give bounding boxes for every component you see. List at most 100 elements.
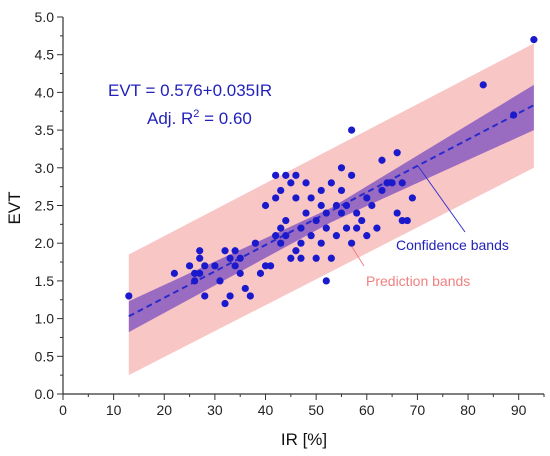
prediction-label-pointer: [351, 246, 365, 267]
data-point: [393, 149, 401, 157]
data-point: [282, 171, 290, 179]
data-point: [368, 201, 376, 210]
data-point: [216, 277, 224, 285]
data-point: [307, 232, 315, 240]
confidence-label-pointer: [417, 165, 466, 233]
data-point: [185, 262, 194, 270]
data-point: [287, 179, 295, 187]
data-point: [332, 201, 341, 210]
confidence-bands-label: Confidence bands: [396, 237, 509, 253]
data-point: [226, 292, 234, 300]
y-tick-label: 3.5: [35, 122, 55, 138]
data-point: [266, 262, 275, 270]
data-point: [510, 111, 518, 119]
x-tick-label: 0: [59, 402, 67, 418]
y-tick-label: 0.0: [35, 386, 55, 402]
y-tick-label: 0.5: [35, 348, 55, 364]
data-point: [201, 292, 209, 300]
data-point: [342, 201, 351, 210]
data-point: [272, 194, 280, 202]
data-point: [282, 232, 290, 240]
x-tick-label: 40: [258, 402, 274, 418]
x-tick-label: 60: [359, 402, 375, 418]
y-axis-title: EVT: [5, 191, 24, 224]
y-tick-label: 1.5: [35, 273, 55, 289]
r-squared-label: Adj. R2 = 0.60: [147, 108, 252, 128]
data-point: [327, 179, 335, 187]
data-point: [322, 224, 330, 232]
data-point: [317, 201, 325, 210]
data-point: [302, 179, 310, 187]
data-point: [322, 277, 330, 285]
data-point: [363, 232, 371, 240]
y-tick-label: 4.5: [35, 47, 55, 63]
data-point: [256, 269, 265, 277]
data-point: [353, 209, 361, 217]
data-point: [302, 209, 310, 217]
y-tick-label: 4.0: [35, 84, 55, 100]
data-point: [378, 186, 386, 195]
data-point: [322, 209, 330, 217]
r-squared-prefix: Adj. R: [147, 109, 193, 128]
data-point: [211, 262, 219, 270]
data-point: [277, 186, 285, 195]
x-tick-label: 80: [460, 402, 476, 418]
data-point: [261, 201, 270, 210]
data-point: [297, 239, 305, 247]
data-point: [327, 254, 335, 262]
x-tick-label: 90: [511, 402, 527, 418]
y-tick-label: 3.0: [35, 160, 55, 176]
data-point: [221, 299, 229, 308]
data-point: [272, 171, 280, 179]
data-point: [246, 292, 254, 300]
data-point: [403, 216, 411, 225]
x-tick-label: 10: [106, 402, 122, 418]
data-point: [353, 224, 361, 232]
data-point: [297, 224, 305, 232]
regression-line: [128, 104, 535, 318]
data-point: [287, 254, 295, 262]
data-point: [358, 216, 366, 225]
data-point: [312, 216, 320, 225]
data-point: [292, 247, 300, 255]
data-point: [272, 232, 280, 240]
data-point: [337, 164, 346, 172]
data-point: [383, 179, 391, 187]
data-point: [292, 194, 300, 202]
data-point: [261, 262, 270, 270]
data-point: [408, 194, 416, 202]
data-point: [196, 254, 204, 262]
y-tick-label: 2.0: [35, 235, 55, 251]
data-point: [221, 247, 229, 255]
data-point: [307, 194, 315, 202]
x-tick-label: 50: [308, 402, 324, 418]
data-point: [398, 179, 406, 187]
data-point: [378, 156, 386, 164]
confidence-band: [128, 84, 534, 333]
data-point: [231, 262, 239, 270]
data-point: [297, 254, 305, 262]
data-point: [332, 232, 341, 240]
data-point: [236, 254, 244, 262]
x-tick-label: 70: [410, 402, 426, 418]
data-point: [342, 224, 351, 232]
data-point: [236, 269, 244, 277]
data-point: [348, 239, 356, 247]
data-point: [388, 179, 396, 187]
data-point: [348, 126, 356, 134]
data-point: [337, 186, 346, 195]
data-point: [191, 269, 199, 277]
data-point: [348, 171, 356, 179]
data-point: [226, 254, 234, 262]
data-point: [251, 239, 259, 247]
x-tick-label: 20: [156, 402, 172, 418]
x-axis-title: IR [%]: [281, 430, 327, 449]
data-point: [363, 194, 371, 202]
data-point: [241, 284, 249, 293]
data-point: [191, 277, 199, 285]
r-squared-superscript: 2: [193, 108, 199, 120]
data-point: [373, 224, 381, 232]
data-point: [196, 269, 204, 277]
